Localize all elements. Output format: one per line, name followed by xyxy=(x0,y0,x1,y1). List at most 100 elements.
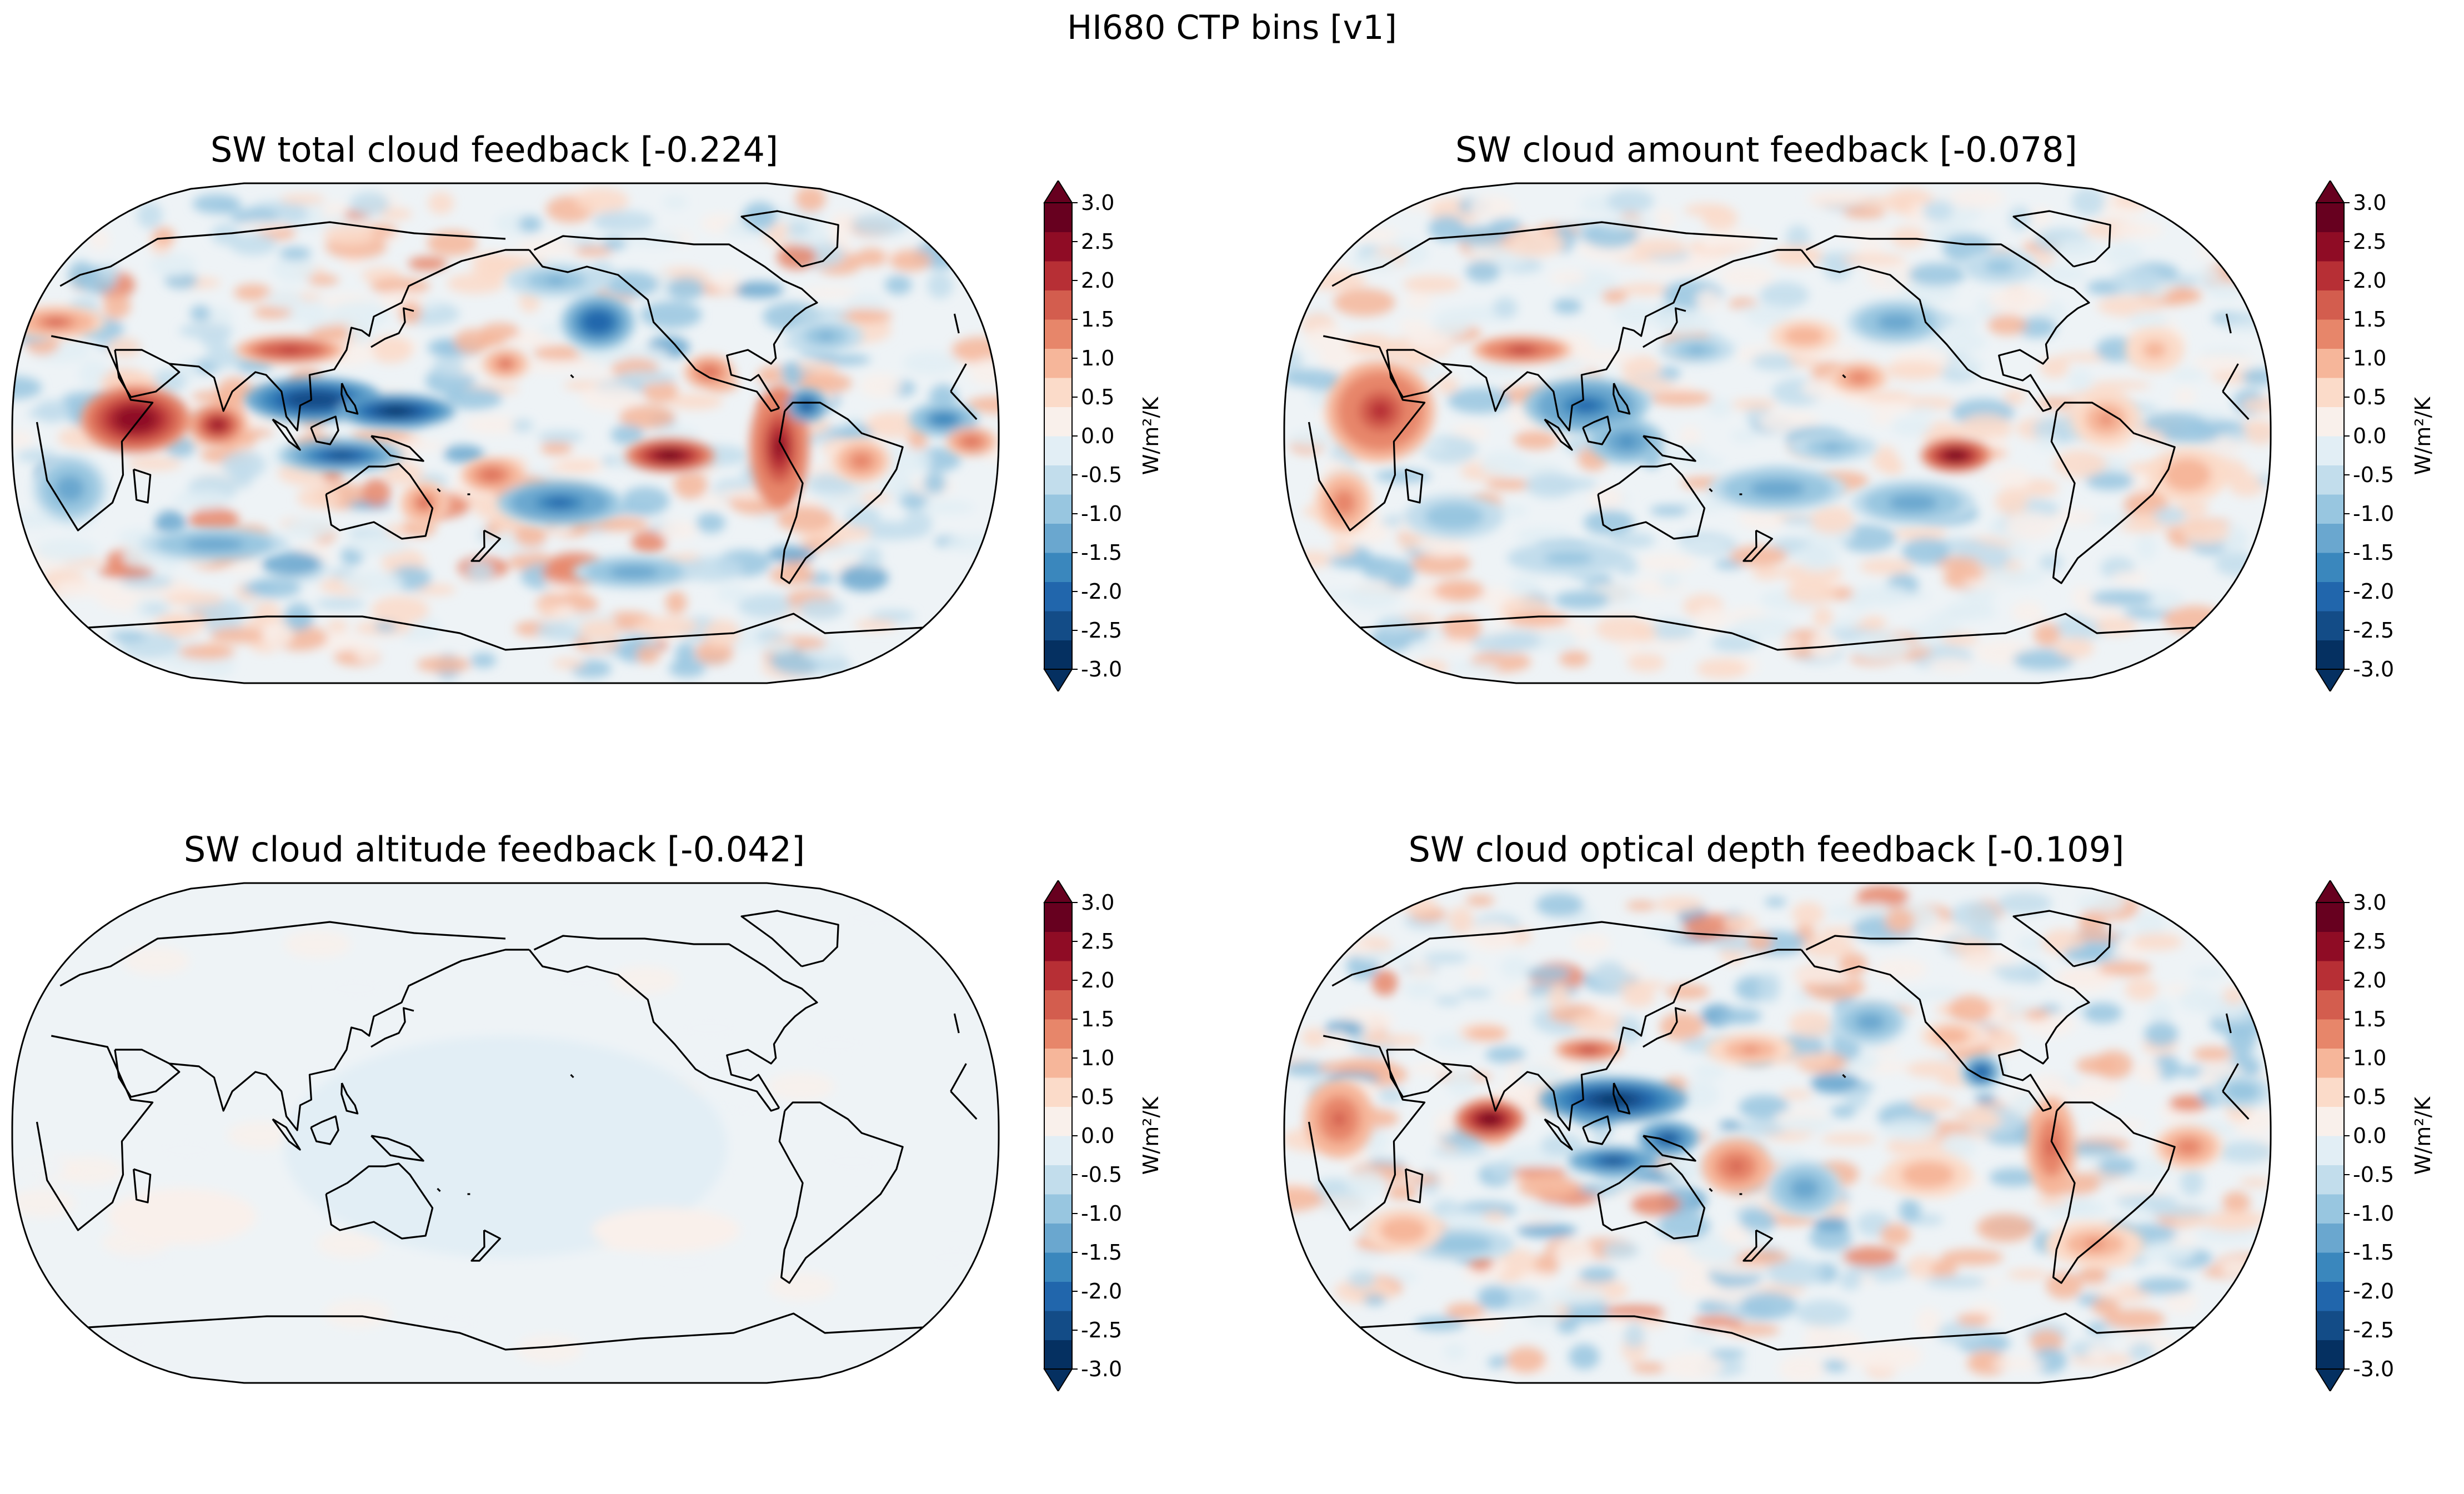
field-cell xyxy=(1920,988,1961,999)
field-cell xyxy=(1779,1354,1826,1383)
field-cell xyxy=(1662,1353,1723,1379)
field-cell xyxy=(349,192,390,215)
field-cell xyxy=(1731,399,1777,410)
anomaly-region xyxy=(212,420,224,429)
anomaly-region xyxy=(199,541,229,548)
colorbar-tick-label: -2.5 xyxy=(1081,1318,1122,1342)
colorbar-segment xyxy=(1044,990,1072,1020)
field-cell xyxy=(603,271,659,298)
field-cell xyxy=(1360,253,1398,272)
colorbar-segment xyxy=(1044,1077,1072,1107)
field-cell xyxy=(696,513,725,533)
coastline xyxy=(370,435,424,462)
colorbar-tick-label: -3.0 xyxy=(1081,657,1122,681)
field-cell xyxy=(127,457,182,471)
coastline xyxy=(778,402,904,584)
field-cell xyxy=(877,473,914,499)
field-cell xyxy=(1861,615,1887,630)
coastline xyxy=(370,1007,414,1048)
coastline xyxy=(325,1162,434,1240)
field-layer xyxy=(12,183,999,683)
field-cell xyxy=(799,598,844,620)
field-cell xyxy=(1746,931,1772,951)
field-cell xyxy=(1692,1316,1744,1328)
field-cell xyxy=(142,604,168,614)
field-cell xyxy=(2040,357,2070,378)
field-cell xyxy=(1890,227,1926,249)
field-cell xyxy=(1448,663,1501,673)
colorbar-tick-label: 0.0 xyxy=(2353,424,2386,448)
field-cell xyxy=(2165,288,2202,303)
field-cell xyxy=(1830,1105,1856,1118)
field-cell xyxy=(2219,1257,2255,1277)
field-cell xyxy=(1506,1346,1546,1373)
field-cell xyxy=(2017,935,2048,952)
coastline xyxy=(1386,1049,1453,1098)
field-cell xyxy=(616,370,677,384)
coastline xyxy=(1709,1187,1713,1192)
field-cell xyxy=(418,1310,485,1338)
anomaly-region xyxy=(1992,263,2007,270)
field-cell xyxy=(56,1156,123,1185)
field-cell xyxy=(1809,632,1840,659)
colorbar-segment xyxy=(1044,436,1072,465)
field-cell xyxy=(1351,1250,1385,1261)
anomaly-region xyxy=(704,369,714,375)
field-cell xyxy=(966,396,999,414)
field-cell xyxy=(1858,1343,1922,1371)
colorbar-segment xyxy=(2316,581,2344,611)
colorbar-label: W/m²/K xyxy=(1139,397,1163,475)
coastlines xyxy=(1308,210,2250,651)
field-cell xyxy=(1931,1261,1957,1279)
field-cell xyxy=(1291,551,1335,568)
field-cell xyxy=(1874,1044,1899,1055)
coastline xyxy=(570,374,574,379)
field-cell xyxy=(767,545,815,563)
field-cell xyxy=(2086,1344,2110,1362)
colorbar-segment xyxy=(2316,990,2344,1020)
field-cell xyxy=(1736,1119,1788,1136)
colorbar-tick-label: -1.0 xyxy=(2353,1201,2394,1226)
field-cell xyxy=(1673,498,1728,512)
field-layer xyxy=(12,883,999,1383)
field-cell xyxy=(1916,1308,1942,1337)
anomaly-region xyxy=(279,347,301,353)
coastline xyxy=(533,235,818,409)
field-cell xyxy=(1583,510,1635,535)
field-cell xyxy=(454,329,493,354)
field-cell xyxy=(242,583,275,594)
field-cell xyxy=(844,505,881,528)
field-cell xyxy=(1346,333,1393,354)
colorbar-label: W/m²/K xyxy=(2411,1096,2435,1175)
field-cell xyxy=(1975,1093,1996,1104)
anomaly-region xyxy=(1395,1226,1411,1235)
field-cell xyxy=(1880,1119,1940,1141)
field-cell xyxy=(1465,260,1500,283)
field-cell xyxy=(428,192,454,214)
field-cell xyxy=(326,619,348,633)
field-cell xyxy=(1786,580,1836,604)
field-cell xyxy=(1404,293,1433,310)
field-cell xyxy=(2192,1046,2232,1061)
colorbar-tick-label: -1.5 xyxy=(1081,1240,1122,1265)
field-cell xyxy=(1594,1179,1643,1191)
field-cell xyxy=(1997,467,2031,490)
field-cell xyxy=(2013,649,2075,670)
field-cell xyxy=(1485,1046,1526,1063)
field-cell xyxy=(640,301,702,329)
field-cell xyxy=(1569,1343,1600,1370)
coastline xyxy=(1709,488,1713,493)
field-cell xyxy=(1752,565,1783,580)
colorbar-tick-label: -2.5 xyxy=(2353,618,2394,643)
field-cell xyxy=(924,472,946,494)
field-cell xyxy=(924,500,975,514)
field-cell xyxy=(1445,1071,1477,1096)
field-cell xyxy=(1346,1170,1386,1197)
field-cell xyxy=(1709,1349,1746,1359)
field-layer xyxy=(1284,183,2271,683)
field-cell xyxy=(1493,297,1518,318)
field-cell xyxy=(2072,586,2094,608)
colorbar-tick-label: 2.5 xyxy=(1081,229,1114,254)
field-cell xyxy=(1696,289,1721,310)
anomaly-region xyxy=(1556,555,1581,561)
